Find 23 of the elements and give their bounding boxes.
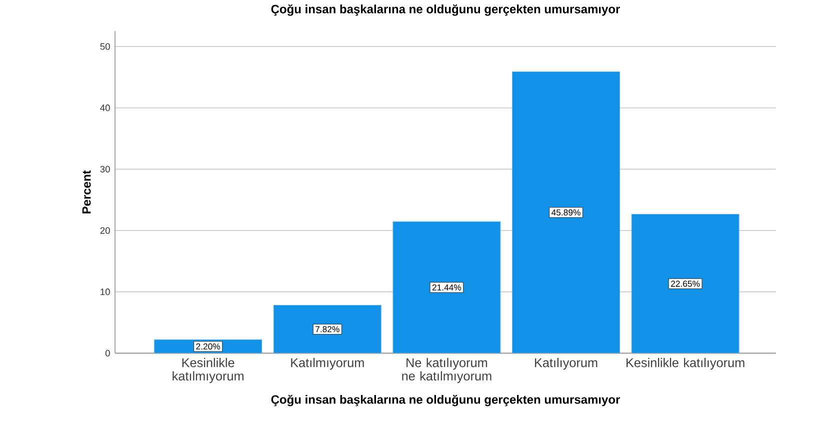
y-tick-label: 10 <box>100 288 110 296</box>
data-label: 21.44% <box>432 284 462 290</box>
x-axis-title: Çoğu insan başkalarına ne olduğunu gerçekten umursamıyor <box>271 394 620 406</box>
chart-title: Çoğu insan başkalarına ne olduğunu gerçekten umursamıyor <box>271 4 620 16</box>
bar <box>512 71 620 354</box>
y-tick-label: 0 <box>105 350 110 356</box>
x-tick-label: Katılıyorum <box>535 358 598 370</box>
x-tick-label: Kesinlikle katılmıyorum <box>172 358 244 383</box>
x-tick-label: Katılmıyorum <box>291 358 364 370</box>
y-tick-label: 20 <box>100 227 110 234</box>
bar <box>273 304 382 354</box>
y-axis-title: Percent <box>82 170 91 214</box>
y-tick-label: 40 <box>100 104 110 112</box>
data-label: 7.82% <box>316 326 340 332</box>
data-label: 45.89% <box>552 209 580 216</box>
y-tick-label: 30 <box>100 166 110 172</box>
bar <box>631 214 740 354</box>
y-tick-label: 50 <box>100 43 110 50</box>
bar <box>392 221 501 354</box>
x-tick-label: Kesinlikle katılıyorum <box>626 358 744 370</box>
data-label: 22.65% <box>671 280 700 287</box>
x-tick-label: Ne katılıyorum ne katılmıyorum <box>402 358 492 383</box>
data-label: 2.20% <box>196 343 220 350</box>
